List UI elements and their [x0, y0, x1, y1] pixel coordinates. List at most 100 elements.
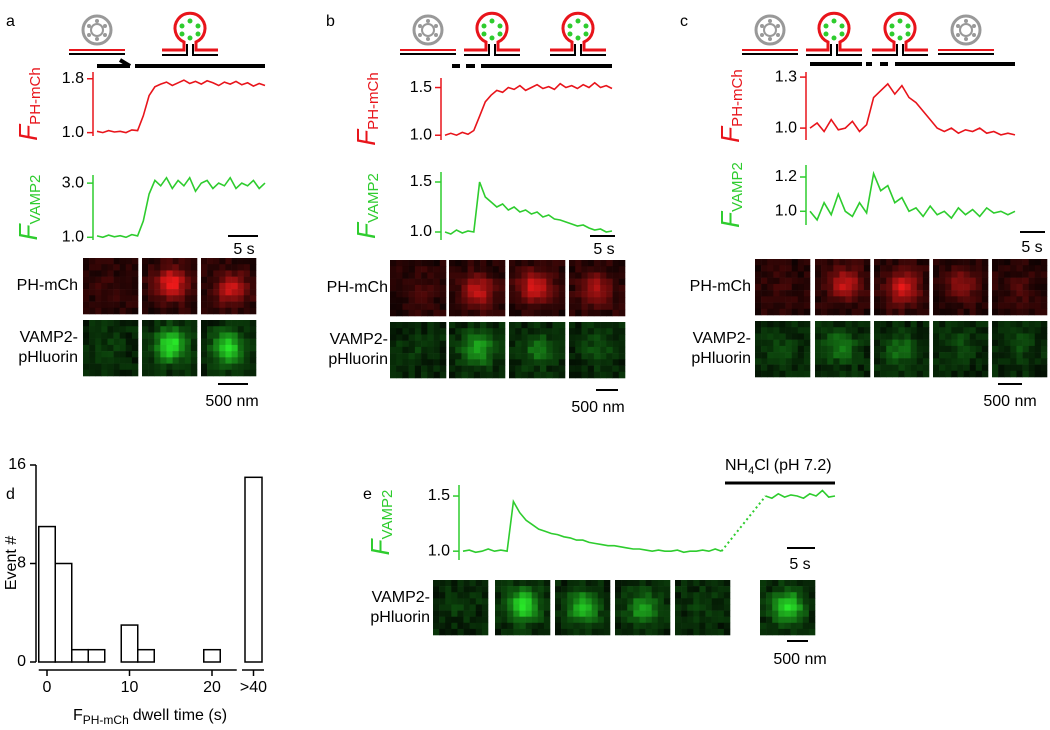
y-tick-label: 1.5 [410, 173, 432, 190]
pixel [699, 580, 706, 587]
pixel [439, 328, 447, 335]
pixel [439, 586, 446, 593]
pixel [796, 592, 804, 599]
image-tile [569, 322, 626, 379]
pixel [433, 266, 441, 273]
pixel [975, 271, 983, 278]
pixel [1040, 271, 1048, 278]
pixel [779, 308, 786, 316]
pixel [89, 307, 96, 315]
pixel [486, 334, 493, 341]
pixel [498, 322, 506, 329]
histogram-bar [244, 476, 263, 663]
pixel [540, 284, 547, 292]
pixel [1004, 370, 1011, 378]
pixel [396, 303, 403, 311]
pixel [778, 586, 785, 593]
pixel [992, 290, 999, 297]
pixel [705, 598, 712, 605]
pixel [904, 327, 911, 334]
pixel [657, 628, 665, 636]
pixel [815, 327, 822, 334]
pixel [600, 272, 607, 279]
pixel [402, 340, 409, 348]
pixel [408, 371, 416, 379]
pixel [131, 363, 139, 371]
pixel [581, 284, 588, 292]
pixel [785, 271, 792, 278]
pixel [910, 352, 918, 359]
pixel [481, 586, 489, 593]
pixel [501, 586, 508, 593]
pixel [963, 271, 970, 278]
pixel [207, 338, 214, 346]
pixel [633, 580, 640, 587]
pixel [945, 339, 952, 347]
pixel [521, 303, 528, 311]
pixel [821, 345, 828, 353]
pixel [525, 616, 532, 624]
trace-label-main: F [715, 125, 745, 143]
pixel [945, 265, 952, 272]
pixel [219, 270, 226, 277]
pixel [507, 586, 514, 593]
pixel [461, 272, 468, 279]
pixel [390, 328, 397, 335]
pixel [473, 359, 481, 366]
pixel [839, 271, 846, 278]
pixel [219, 344, 226, 352]
pixel [603, 580, 611, 587]
pixel [591, 586, 599, 593]
pixel [95, 320, 102, 327]
x-tick-label: 10 [121, 679, 139, 696]
pixel [803, 333, 811, 340]
pixel [213, 307, 220, 315]
pixel [939, 321, 946, 328]
y-axis-label: Event # [3, 536, 20, 590]
pixel [225, 295, 232, 302]
pixel [779, 321, 786, 328]
pixel [857, 352, 865, 359]
pixel [546, 365, 553, 373]
pixel [593, 297, 601, 304]
pixel [473, 278, 481, 286]
pixel [421, 353, 428, 360]
pixel [249, 332, 257, 339]
pixel [439, 598, 446, 605]
pixel [981, 265, 989, 272]
pixel [467, 303, 475, 311]
pixel [606, 297, 613, 304]
pixel [699, 622, 706, 630]
pixel [521, 272, 528, 279]
pixel [142, 270, 149, 277]
pixel [249, 307, 257, 315]
pixel [785, 370, 792, 378]
pixel [498, 365, 506, 373]
pixel [597, 592, 605, 599]
pixel [101, 363, 108, 371]
pixel [591, 580, 599, 587]
pixel [509, 284, 516, 292]
pixel [1016, 290, 1023, 297]
pixel [89, 338, 96, 346]
pixel [755, 339, 762, 347]
pixel [125, 357, 133, 364]
row-label: VAMP2- [693, 330, 751, 347]
pixel [439, 592, 446, 599]
pixel [558, 278, 566, 286]
row-label: pHluorin [370, 609, 430, 626]
pixel [779, 364, 786, 372]
pixel [627, 598, 634, 605]
pixel [904, 345, 911, 353]
pixel [396, 365, 403, 373]
pixel [552, 260, 560, 267]
pixel [567, 586, 574, 593]
pixel [951, 370, 958, 378]
pixel [963, 339, 970, 347]
pixel [172, 351, 179, 358]
pixel [767, 364, 774, 372]
pixel [998, 302, 1005, 310]
pixel [880, 277, 887, 285]
pixel [663, 598, 671, 605]
pixel [427, 359, 434, 366]
